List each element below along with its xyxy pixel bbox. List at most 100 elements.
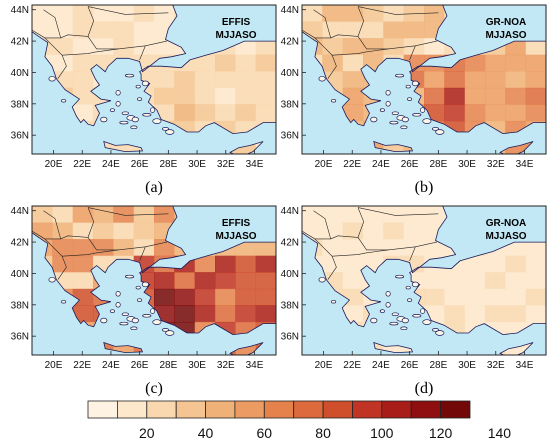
- grid-cell: [505, 321, 527, 339]
- grid-cell: [72, 321, 94, 339]
- map-frame: [301, 4, 547, 155]
- grid-cell: [322, 137, 344, 154]
- lon-tick-label: 30E: [458, 159, 476, 170]
- island: [385, 90, 391, 96]
- grid-cell: [113, 338, 135, 355]
- island: [152, 118, 162, 124]
- grid-cell: [403, 255, 425, 273]
- grid-cell: [215, 338, 236, 355]
- grid-cell: [52, 21, 74, 39]
- grid-cell: [154, 288, 175, 306]
- grid-cell: [444, 71, 466, 89]
- grid-cell: [302, 305, 323, 323]
- grid-cell: [363, 21, 384, 39]
- grid-cell: [403, 38, 425, 56]
- grid-cell: [444, 305, 466, 323]
- grid-cell: [235, 305, 257, 323]
- grid-cell: [485, 87, 506, 105]
- island: [109, 108, 115, 112]
- lon-tick-label: 26E: [401, 159, 419, 170]
- grid-cell: [383, 71, 405, 89]
- island: [420, 308, 426, 314]
- grid-cell: [255, 137, 276, 154]
- map-panel-c: EFFIS MJJASO 44N 42N 40N 38N 36N 20E 22E 24E 26E 28…: [11, 205, 277, 371]
- grid-cell: [93, 38, 114, 56]
- coastline: [139, 241, 276, 336]
- grid-cell: [154, 21, 175, 39]
- map-period-label: MJJASO: [215, 231, 256, 242]
- grid-cell: [302, 206, 323, 224]
- grid-cell: [52, 5, 74, 23]
- island: [100, 116, 108, 123]
- grid-cell: [424, 104, 445, 122]
- grid-cell: [235, 120, 257, 138]
- grid-cell: [322, 222, 344, 240]
- island: [121, 111, 129, 115]
- grid-cell: [174, 288, 196, 306]
- lat-tick-label: 44N: [11, 206, 29, 217]
- grid-cell: [302, 239, 323, 257]
- country-border: [87, 6, 169, 15]
- grid-cell: [215, 5, 236, 23]
- grid-cell: [215, 305, 236, 323]
- lon-tick-label: 22E: [73, 360, 91, 371]
- island: [119, 120, 129, 125]
- lat-tick-label: 44N: [281, 5, 299, 16]
- grid-cell: [255, 120, 276, 138]
- grid-cell: [485, 5, 506, 23]
- grid-cell: [255, 104, 276, 122]
- grid-cell: [235, 21, 257, 39]
- lon-tick-label: 24E: [102, 159, 120, 170]
- grid-cell: [424, 38, 445, 56]
- grid-cell: [525, 255, 546, 273]
- country-border: [139, 45, 146, 61]
- grid-cell: [215, 272, 236, 290]
- lat-tick-label: 42N: [281, 238, 299, 249]
- grid-cell: [444, 21, 466, 39]
- grid-cell: [113, 5, 135, 23]
- grid-cell: [363, 288, 384, 306]
- grid-cell: [154, 239, 175, 257]
- grid-cell: [174, 38, 196, 56]
- island: [407, 298, 413, 302]
- grid-cell: [194, 54, 216, 72]
- grid-cell: [235, 71, 257, 89]
- grid-cell: [93, 5, 114, 23]
- grid-cell: [342, 305, 364, 323]
- grid-cell: [322, 338, 344, 355]
- lon-tick-label: 32E: [487, 159, 505, 170]
- lon-tick-label: 30E: [188, 159, 206, 170]
- lon-tick-label: 32E: [217, 159, 235, 170]
- grid-cell: [113, 206, 135, 224]
- grid-cell: [52, 38, 74, 56]
- grid-cell: [133, 239, 155, 257]
- grid-cell: [255, 222, 276, 240]
- grid-cell: [255, 272, 276, 290]
- grid-cell: [154, 206, 175, 224]
- grid-cell: [322, 87, 344, 105]
- grid-cell: [133, 222, 155, 240]
- grid-cell: [133, 338, 155, 355]
- island: [115, 302, 121, 308]
- lon-tick-label: 26E: [401, 360, 419, 371]
- grid-cell: [383, 206, 405, 224]
- grid-cell: [32, 222, 53, 240]
- grid-cell: [383, 54, 405, 72]
- grid-cell: [255, 5, 276, 23]
- map-source-label: GR-NOA: [486, 17, 527, 28]
- colorbar-tick-label: 140: [488, 425, 512, 441]
- grid-cell: [93, 206, 114, 224]
- grid-cell: [424, 137, 445, 154]
- grid-cell: [174, 5, 196, 23]
- grid-cell: [383, 120, 405, 138]
- grid-cell: [485, 21, 506, 39]
- grid-cell: [255, 206, 276, 224]
- grid-cell: [505, 71, 527, 89]
- grid-cell: [255, 338, 276, 355]
- coastline: [499, 141, 534, 154]
- grid-cell: [113, 272, 135, 290]
- grid-cell: [444, 38, 466, 56]
- grid-cell: [215, 21, 236, 39]
- panel-label-b: (b): [415, 179, 434, 196]
- grid-cell: [525, 21, 546, 39]
